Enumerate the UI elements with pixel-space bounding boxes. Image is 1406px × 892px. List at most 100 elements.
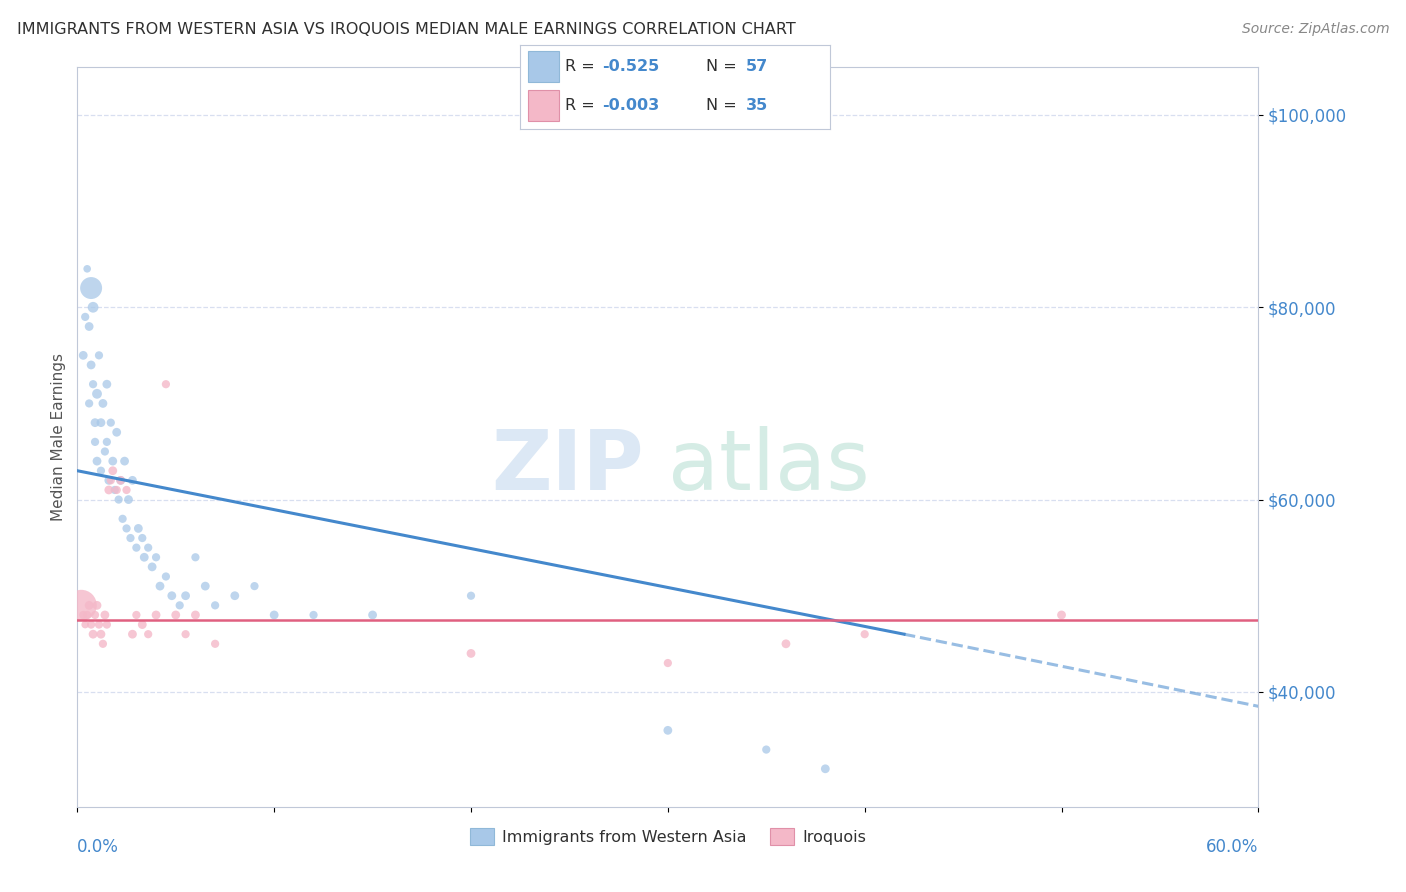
Point <box>174 589 197 603</box>
Point <box>90 627 112 641</box>
Point <box>110 474 132 488</box>
Point <box>657 723 679 738</box>
Point <box>114 454 136 468</box>
Point <box>194 579 217 593</box>
Point <box>111 512 134 526</box>
Point <box>120 531 142 545</box>
Point <box>77 599 100 613</box>
Point <box>117 492 139 507</box>
Text: ZIP: ZIP <box>492 426 644 508</box>
Point <box>96 617 118 632</box>
Point <box>76 607 98 622</box>
Point <box>82 377 104 392</box>
Point <box>80 617 103 632</box>
Point <box>91 396 114 410</box>
Point <box>460 589 482 603</box>
Point <box>87 617 110 632</box>
Point <box>149 579 172 593</box>
Point <box>127 521 149 535</box>
Point <box>80 281 103 295</box>
Point <box>125 607 148 622</box>
Point <box>184 550 207 565</box>
Point <box>460 647 482 661</box>
Point <box>121 627 143 641</box>
Point <box>204 599 226 613</box>
Text: N =: N = <box>706 59 742 74</box>
Text: N =: N = <box>706 98 742 113</box>
Point <box>224 589 246 603</box>
Point <box>80 358 103 372</box>
Point <box>155 569 177 583</box>
Point <box>96 434 118 449</box>
Point <box>97 483 120 497</box>
Text: atlas: atlas <box>668 426 869 508</box>
Text: -0.003: -0.003 <box>602 98 659 113</box>
Point <box>755 742 778 756</box>
Point <box>134 550 156 565</box>
Point <box>82 627 104 641</box>
Point <box>90 464 112 478</box>
Text: IMMIGRANTS FROM WESTERN ASIA VS IROQUOIS MEDIAN MALE EARNINGS CORRELATION CHART: IMMIGRANTS FROM WESTERN ASIA VS IROQUOIS… <box>17 22 796 37</box>
Legend: Immigrants from Western Asia, Iroquois: Immigrants from Western Asia, Iroquois <box>464 822 872 851</box>
Point <box>107 492 129 507</box>
Point <box>86 454 108 468</box>
Point <box>84 607 107 622</box>
Point <box>131 531 153 545</box>
Point <box>115 521 138 535</box>
Point <box>101 464 124 478</box>
Point <box>84 416 107 430</box>
Point <box>775 637 797 651</box>
Point <box>361 607 384 622</box>
Point <box>84 434 107 449</box>
Point <box>70 599 93 613</box>
Point <box>131 617 153 632</box>
Text: 35: 35 <box>747 98 768 113</box>
Text: -0.525: -0.525 <box>602 59 659 74</box>
Point <box>155 377 177 392</box>
Point <box>243 579 266 593</box>
Point <box>72 348 94 362</box>
Point <box>77 396 100 410</box>
Point <box>302 607 325 622</box>
Point <box>160 589 183 603</box>
Point <box>94 607 117 622</box>
Point <box>204 637 226 651</box>
Text: R =: R = <box>565 98 600 113</box>
Point <box>263 607 285 622</box>
Point <box>82 300 104 314</box>
Point <box>1050 607 1073 622</box>
Text: 60.0%: 60.0% <box>1206 838 1258 855</box>
Point <box>145 607 167 622</box>
Text: R =: R = <box>565 59 600 74</box>
Point <box>853 627 876 641</box>
Point <box>136 541 159 555</box>
Point <box>90 416 112 430</box>
Bar <box>529 52 560 82</box>
Y-axis label: Median Male Earnings: Median Male Earnings <box>51 353 66 521</box>
Point <box>86 599 108 613</box>
Point <box>657 656 679 670</box>
Point <box>105 483 128 497</box>
Point <box>76 261 98 276</box>
Point <box>125 541 148 555</box>
Point <box>184 607 207 622</box>
Text: Source: ZipAtlas.com: Source: ZipAtlas.com <box>1241 22 1389 37</box>
Point <box>174 627 197 641</box>
Point <box>72 607 94 622</box>
Point <box>814 762 837 776</box>
Point <box>97 474 120 488</box>
Point <box>115 483 138 497</box>
Point <box>75 310 97 324</box>
Point <box>86 386 108 401</box>
Point <box>94 444 117 458</box>
Point <box>87 348 110 362</box>
Point <box>110 474 132 488</box>
Point <box>96 377 118 392</box>
Point <box>77 319 100 334</box>
Point <box>104 483 127 497</box>
Point <box>101 454 124 468</box>
Point <box>100 416 122 430</box>
Point <box>141 560 163 574</box>
Point <box>165 607 187 622</box>
Point <box>91 637 114 651</box>
